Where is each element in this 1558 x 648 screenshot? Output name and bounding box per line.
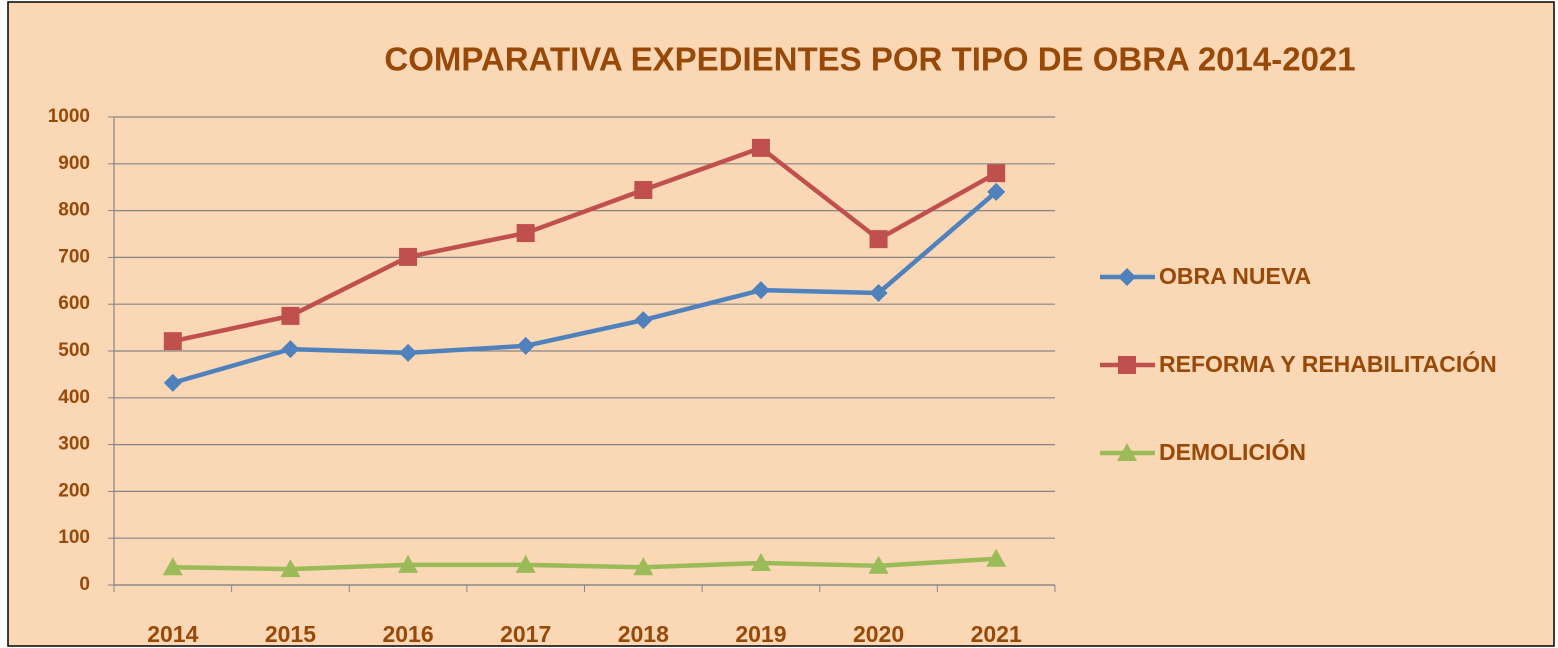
marker — [516, 224, 535, 243]
chart-background — [7, 1, 1555, 647]
y-tick-label: 0 — [79, 574, 90, 595]
marker — [1118, 268, 1136, 286]
marker — [634, 181, 653, 200]
x-tick-label: 2019 — [735, 621, 786, 647]
x-tick-label: 2020 — [853, 621, 904, 647]
chart-title: COMPARATIVA EXPEDIENTES POR TIPO DE OBRA… — [384, 41, 1355, 78]
y-tick-label: 300 — [58, 434, 90, 455]
marker — [515, 554, 536, 573]
series-line — [172, 190, 998, 385]
marker — [399, 343, 418, 362]
marker — [163, 332, 182, 351]
x-tick-label: 2016 — [382, 621, 433, 647]
y-tick-label: 500 — [58, 340, 90, 361]
marker — [633, 557, 654, 576]
marker — [868, 555, 889, 574]
marker — [751, 281, 770, 300]
x-tick-label: 2018 — [618, 621, 669, 647]
marker — [1118, 356, 1136, 374]
legend-label: DEMOLICIÓN — [1159, 438, 1306, 465]
marker — [987, 182, 1006, 201]
legend-label: REFORMA Y REHABILITACIÓN — [1159, 350, 1497, 377]
marker — [281, 340, 300, 359]
marker — [162, 557, 183, 576]
legend-label: OBRA NUEVA — [1159, 263, 1311, 289]
marker — [869, 283, 888, 302]
y-tick-label: 200 — [58, 480, 90, 501]
marker — [987, 164, 1006, 183]
series-line — [172, 556, 997, 572]
y-tick-label: 100 — [58, 527, 90, 548]
marker — [280, 559, 301, 578]
y-tick-label: 1000 — [48, 106, 90, 127]
y-tick-label: 800 — [58, 200, 90, 221]
marker — [986, 548, 1007, 567]
series-line — [172, 145, 998, 344]
y-tick-label: 700 — [58, 246, 90, 267]
x-tick-label: 2014 — [147, 621, 198, 647]
x-tick-label: 2021 — [971, 621, 1022, 647]
y-tick-label: 600 — [58, 293, 90, 314]
marker — [398, 554, 419, 573]
marker — [163, 373, 182, 392]
x-tick-label: 2015 — [265, 621, 316, 647]
marker — [750, 553, 771, 572]
marker — [634, 311, 653, 330]
marker — [869, 230, 888, 249]
marker — [751, 138, 770, 157]
y-tick-label: 400 — [58, 387, 90, 408]
x-tick-label: 2017 — [500, 621, 551, 647]
marker — [1117, 443, 1137, 461]
marker — [516, 336, 535, 355]
y-tick-label: 900 — [58, 153, 90, 174]
marker — [281, 306, 300, 325]
marker — [399, 247, 418, 266]
